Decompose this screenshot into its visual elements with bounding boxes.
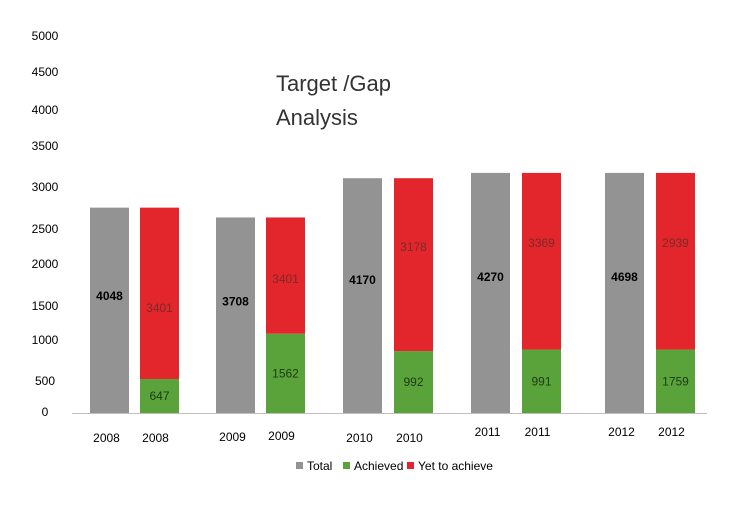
chart-title-line: Target /Gap (276, 71, 391, 96)
total-bar (605, 172, 644, 413)
gap-value-label: 3178 (400, 240, 427, 254)
bars: 4048 647 3401 3708 1562 3401 4170 992 3178 4270 99… (90, 172, 695, 413)
gap-bar (140, 207, 179, 380)
achieved-bar (656, 349, 695, 413)
x-tick-label: 2009 (219, 430, 246, 444)
legend-swatch (343, 462, 350, 469)
x-tick-label: 2010 (346, 431, 373, 445)
x-tick-label: 2012 (658, 425, 685, 439)
gap-bar (522, 172, 561, 350)
total-value-label: 4698 (611, 270, 638, 284)
legend-swatch (296, 462, 303, 469)
total-value-label: 4170 (349, 273, 376, 287)
gap-bar (394, 178, 433, 352)
achieved-value-label: 991 (531, 374, 551, 388)
chart-title-line: Analysis (276, 105, 358, 130)
x-tick-label: 2012 (608, 425, 635, 439)
gap-value-label: 3401 (146, 301, 173, 315)
gap-bar (656, 172, 695, 350)
total-bar (471, 172, 510, 413)
legend-swatch (407, 462, 414, 469)
y-tick-label: 3000 (32, 180, 59, 194)
y-tick-label: 1000 (32, 333, 59, 347)
legend-label: Achieved (354, 459, 403, 473)
x-tick-label: 2010 (396, 431, 423, 445)
total-bar (343, 178, 382, 413)
achieved-value-label: 1562 (272, 366, 299, 380)
chart-title: Target /Gap Analysis (276, 71, 391, 130)
y-tick-label: 0 (42, 405, 49, 419)
total-bar (216, 217, 255, 413)
x-tick-label: 2008 (93, 431, 120, 445)
y-tick-label: 500 (35, 374, 55, 388)
achieved-bar (394, 351, 433, 413)
gap-value-label: 2939 (662, 236, 689, 250)
gap-value-label: 3369 (528, 236, 555, 250)
achieved-value-label: 1759 (662, 374, 689, 388)
y-tick-label: 3500 (32, 139, 59, 153)
y-tick-label: 5000 (32, 29, 59, 43)
total-value-label: 4048 (96, 289, 123, 303)
achieved-value-label: 647 (149, 389, 169, 403)
y-tick-label: 1500 (32, 299, 59, 313)
achieved-value-label: 992 (403, 375, 423, 389)
y-tick-label: 2000 (32, 257, 59, 271)
x-tick-label: 2011 (475, 425, 501, 439)
total-bar (90, 207, 129, 413)
legend-label: Total (307, 459, 332, 473)
total-value-label: 4270 (477, 270, 504, 284)
achieved-bar (522, 349, 561, 413)
y-tick-label: 2500 (32, 222, 59, 236)
y-tick-label: 4000 (32, 103, 59, 117)
legend: Total Achieved Yet to achieve (296, 459, 493, 473)
total-value-label: 3708 (222, 294, 249, 308)
y-tick-label: 4500 (32, 65, 59, 79)
x-tick-label: 2009 (268, 429, 295, 443)
x-tick-label: 2008 (142, 431, 169, 445)
gap-value-label: 3401 (272, 272, 299, 286)
achieved-bar (140, 379, 179, 413)
x-axis: 2008 2008 2009 2009 2010 2010 2011 2011 2012 2012 (93, 425, 685, 445)
achieved-bar (266, 333, 305, 413)
gap-bar (266, 217, 305, 334)
x-tick-label: 2011 (525, 425, 551, 439)
legend-label: Yet to achieve (418, 459, 493, 473)
